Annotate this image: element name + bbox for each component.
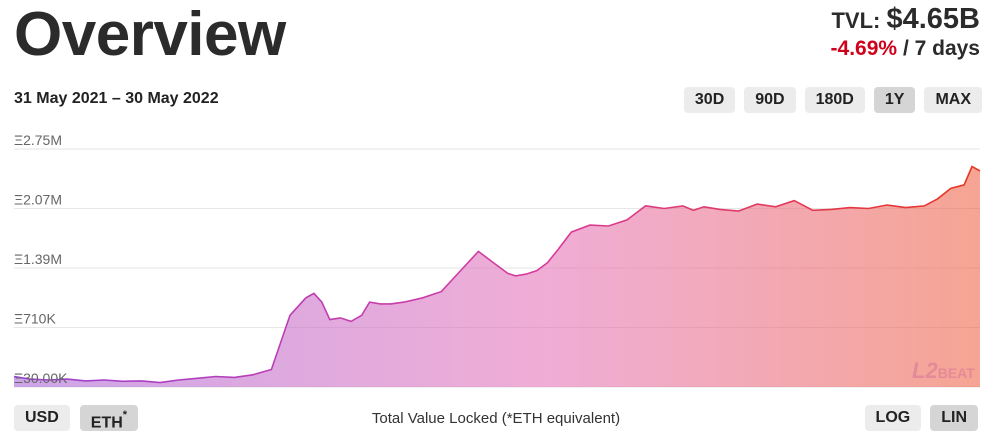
range-button-180d[interactable]: 180D	[804, 87, 865, 113]
tvl-summary: TVL: $4.65B -4.69% / 7 days	[831, 4, 980, 62]
y-tick-label: Ξ2.07M	[14, 192, 62, 208]
tvl-change-period: / 7 days	[902, 37, 980, 60]
range-button-1y[interactable]: 1Y	[873, 87, 916, 113]
log-scale-button[interactable]: LOG	[864, 405, 922, 431]
range-button-90d[interactable]: 90D	[744, 87, 796, 113]
scale-selector: LOG LIN	[864, 405, 978, 431]
tvl-chart: Ξ30.00K Ξ710K Ξ1.39M Ξ2.07M Ξ2.75M	[13, 132, 981, 388]
eth-button[interactable]: ETH*	[79, 405, 139, 431]
y-tick-label: Ξ710K	[14, 311, 56, 327]
y-axis-labels: Ξ30.00K Ξ710K Ξ1.39M Ξ2.07M Ξ2.75M	[14, 132, 68, 386]
range-button-max[interactable]: MAX	[924, 87, 982, 113]
range-button-30d[interactable]: 30D	[683, 87, 736, 113]
tvl-change-value: -4.69%	[830, 37, 898, 60]
currency-selector: USD ETH*	[14, 405, 139, 431]
tvl-area	[14, 166, 980, 387]
area-layer	[13, 165, 981, 387]
chart-caption: Total Value Locked (*ETH equivalent)	[371, 410, 621, 427]
tvl-label: TVL:	[831, 8, 881, 33]
y-tick-label: Ξ30.00K	[14, 370, 68, 386]
lin-scale-button[interactable]: LIN	[930, 405, 978, 431]
tvl-line	[13, 165, 981, 384]
tvl-line: TVL: $4.65B	[831, 4, 980, 36]
tvl-value: $4.65B	[886, 3, 980, 35]
time-range-selector: 30D 90D 180D 1Y MAX	[683, 87, 982, 113]
l2beat-logo: L2BEAT	[912, 358, 975, 383]
date-range: 31 May 2021 – 30 May 2022	[14, 90, 219, 107]
y-tick-label: Ξ2.75M	[14, 132, 62, 148]
page-title: Overview	[14, 0, 286, 69]
usd-button[interactable]: USD	[14, 405, 70, 431]
y-tick-label: Ξ1.39M	[14, 251, 62, 267]
tvl-change-line: -4.69% / 7 days	[831, 36, 980, 62]
